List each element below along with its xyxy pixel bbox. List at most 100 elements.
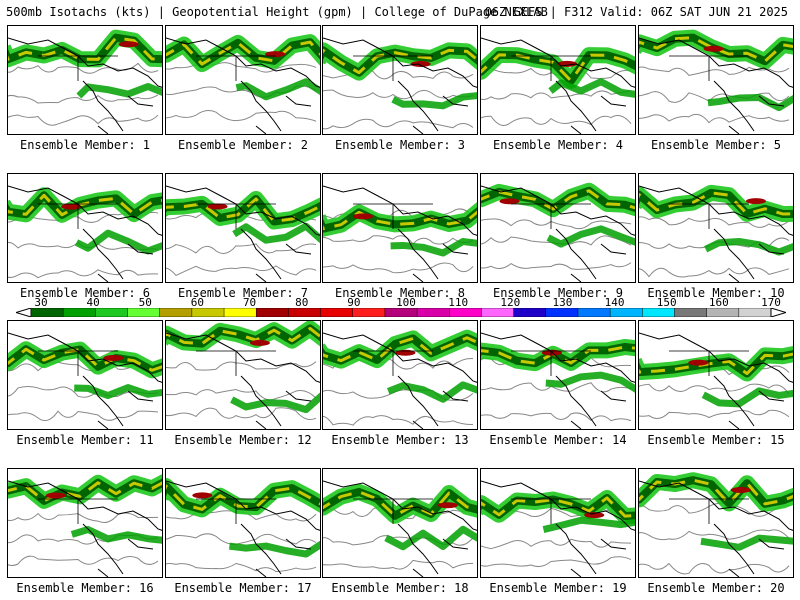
panel-caption: Ensemble Member: 10: [647, 286, 785, 300]
map-canvas: [8, 474, 162, 577]
map-canvas: [639, 184, 793, 282]
coastline: [639, 37, 793, 134]
jet-band-mid: [323, 333, 477, 365]
political-border: [196, 498, 276, 524]
jet-band-secondary: [230, 392, 320, 414]
height-contour: [8, 114, 159, 126]
map-canvas: [8, 29, 162, 134]
political-border: [669, 350, 749, 376]
colorbar-swatch: [706, 308, 740, 317]
map-panel: [480, 25, 636, 135]
height-contour: [323, 118, 474, 130]
panel-caption: Ensemble Member: 6: [19, 286, 151, 300]
height-contour: [166, 389, 317, 401]
colorbar-tick-label: 140: [604, 296, 625, 309]
colorbar-swatch: [127, 308, 161, 317]
height-contour: [323, 235, 474, 245]
jet-max: [730, 486, 751, 493]
colorbar-swatch: [255, 308, 290, 317]
colorbar-swatch: [95, 308, 129, 317]
colorbar-tick-label: 160: [708, 296, 729, 309]
political-border: [196, 55, 276, 81]
colorbar-tick-label: 70: [242, 296, 257, 309]
jet-band-secondary: [70, 526, 162, 544]
map-canvas: [166, 478, 320, 577]
map-panel: [480, 468, 636, 578]
colorbar-swatch: [352, 308, 386, 317]
height-contour: [639, 562, 790, 575]
title-left: 500mb Isotachs (kts) | Geopotential Heig…: [6, 5, 548, 19]
panel-caption: Ensemble Member: 15: [647, 433, 785, 447]
jet-core: [8, 36, 162, 61]
map-canvas: [323, 329, 477, 429]
jet-band-secondary: [74, 384, 162, 400]
header: 500mb Isotachs (kts) | Geopotential Heig…: [0, 0, 800, 22]
colorbar-swatch: [159, 308, 193, 317]
jet-band-mid: [323, 487, 477, 520]
jet-max: [45, 492, 66, 499]
coastline: [166, 480, 320, 577]
colorbar-max-arrow: [770, 308, 786, 317]
height-contour: [166, 243, 317, 254]
map-canvas: [639, 29, 793, 134]
jet-band-mid: [166, 38, 320, 69]
jet-core: [323, 210, 477, 231]
jet-band-secondary: [384, 525, 477, 551]
colorbar-tick-label: 50: [138, 296, 152, 309]
height-contour: [166, 110, 317, 122]
map-panel: [7, 173, 163, 283]
height-contour: [166, 407, 317, 421]
political-border: [511, 498, 591, 524]
map-panel: [638, 25, 794, 135]
jet-max: [499, 198, 520, 205]
jet-max: [703, 45, 724, 52]
panel-caption: Ensemble Member: 5: [650, 138, 782, 152]
height-contour: [166, 62, 317, 73]
colorbar-swatch: [674, 308, 708, 317]
coastline: [481, 37, 635, 134]
colorbar-swatch: [609, 308, 644, 317]
colorbar-swatch: [481, 308, 515, 317]
jet-max: [541, 349, 562, 356]
jet-core: [639, 352, 793, 376]
height-contour: [639, 529, 790, 541]
colorbar-swatch: [513, 308, 547, 317]
panel-caption: Ensemble Member: 7: [177, 286, 309, 300]
height-contour: [8, 555, 159, 567]
colorbar-tick-label: 60: [190, 296, 205, 309]
colorbar-tick-label: 40: [86, 296, 100, 309]
jet-band-secondary: [74, 229, 162, 255]
map-panel: [322, 25, 478, 135]
coastline: [481, 480, 635, 577]
height-contour: [639, 383, 790, 395]
coastline: [8, 185, 162, 282]
jet-band-secondary: [546, 225, 635, 248]
jet-band-secondary: [235, 78, 320, 101]
colorbar-tick-label: 170: [761, 296, 781, 309]
political-border: [669, 203, 749, 229]
coastline: [323, 185, 477, 282]
coastline: [639, 480, 793, 577]
height-contour: [323, 415, 474, 426]
political-border: [38, 350, 118, 376]
political-border: [353, 55, 433, 81]
height-contour: [639, 409, 790, 419]
map-canvas: [481, 480, 635, 577]
coastline: [323, 332, 477, 429]
jet-max: [207, 203, 228, 210]
map-panel: [322, 468, 478, 578]
map-panel: [165, 320, 321, 430]
colorbar-tick-label: 80: [295, 296, 309, 309]
colorbar-swatch: [545, 308, 579, 317]
political-border: [511, 350, 591, 376]
map-panel: [638, 320, 794, 430]
coastline: [481, 332, 635, 429]
colorbar-tick-label: 100: [396, 296, 416, 309]
panel-caption: Ensemble Member: 1: [19, 138, 151, 152]
coastline: [8, 332, 162, 429]
height-contour: [639, 113, 790, 124]
jet-max: [353, 213, 374, 220]
coastline: [166, 37, 320, 134]
map-canvas: [481, 182, 635, 282]
colorbar-swatch: [62, 308, 97, 317]
